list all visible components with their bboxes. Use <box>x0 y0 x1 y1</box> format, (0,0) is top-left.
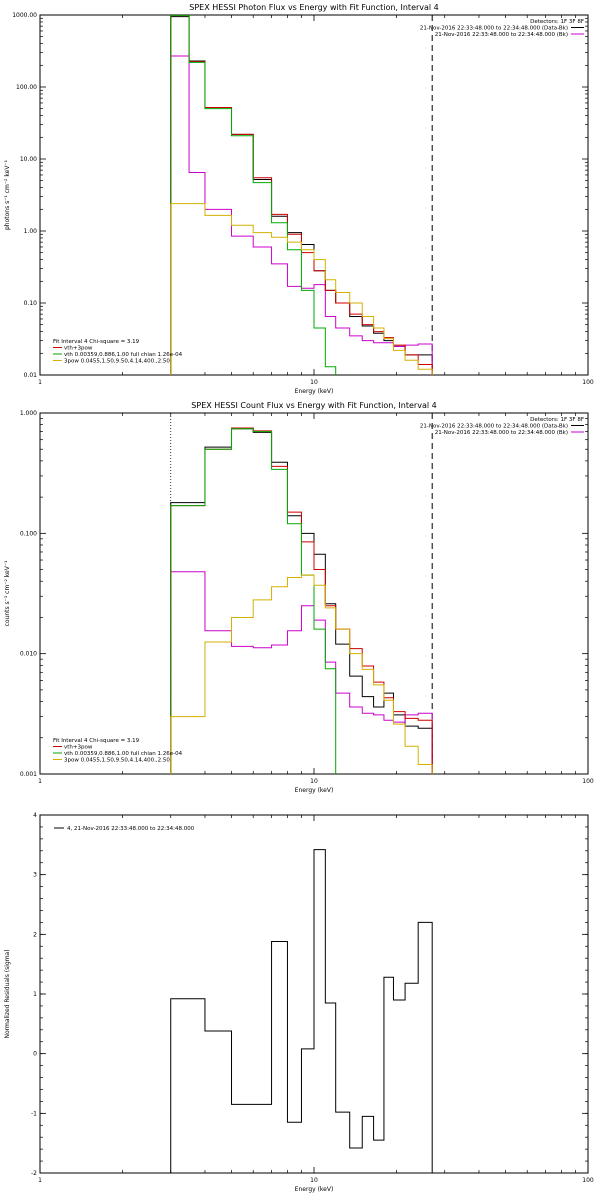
header-line: 21-Nov-2016 22:33:48.000 to 22:34:48.000… <box>435 32 568 38</box>
x-tick-label: 100 <box>582 379 594 386</box>
y-tick-label: -2 <box>31 1170 37 1177</box>
x-tick-label: 10 <box>310 379 318 386</box>
header-line: Detectors: 1F 3F 8F <box>530 19 584 25</box>
legend-entry: 3pow 0.0455,1.50,9.50,4.14,400.,2.50 <box>64 359 170 365</box>
y-tick-label: 1.000 <box>20 410 37 417</box>
series-line-3pow <box>170 574 433 774</box>
header-line: 21-Nov-2016 22:33:48.000 to 22:34:48.000… <box>420 26 568 32</box>
plot-area <box>170 15 433 375</box>
x-axis-label: Energy (keV) <box>295 388 334 395</box>
y-tick-label: 0.100 <box>20 530 37 537</box>
plot-area <box>170 849 433 1173</box>
legend-entry: vth+3pow <box>64 346 93 352</box>
y-tick-label: 1.00 <box>24 228 38 235</box>
x-tick-label: 1 <box>38 379 42 386</box>
y-tick-label: 0.10 <box>24 300 38 307</box>
photon-flux-panel: SPEX HESSI Photon Flux vs Energy with Fi… <box>4 3 594 395</box>
legend-entry: 4, 21-Nov-2016 22:33:48.000 to 22:34:48.… <box>67 826 195 832</box>
y-tick-label: 0.01 <box>24 372 38 379</box>
x-tick-label: 100 <box>582 778 594 785</box>
x-axis-label: Energy (keV) <box>295 1186 334 1193</box>
series-line-bk <box>170 571 433 774</box>
y-tick-label: 0.010 <box>20 651 37 658</box>
series-line-residuals <box>170 849 433 1173</box>
legend-entry: vth 0.00359,0.886,1.00 full chian 1.26e-… <box>64 751 183 757</box>
y-axis-label: counts s⁻¹ cm⁻² keV⁻¹ <box>4 560 11 626</box>
legend-entry: 3pow 0.0455,1.50,9.50,4.14,400.,2.50 <box>64 758 170 764</box>
series-line-vth <box>170 15 433 375</box>
plot-area <box>170 427 433 774</box>
y-tick-label: 3 <box>33 872 37 879</box>
y-tick-label: 10.00 <box>20 156 37 163</box>
y-tick-label: 2 <box>33 931 37 938</box>
header-line: Detectors: 1F 3F 8F <box>530 417 584 423</box>
y-tick-label: 1000.00 <box>12 12 37 19</box>
y-axis-label: Normalized Residuals (sigma) <box>4 949 11 1038</box>
chart-title: SPEX HESSI Count Flux vs Energy with Fit… <box>191 401 436 410</box>
count-flux-panel: SPEX HESSI Count Flux vs Energy with Fit… <box>4 401 594 794</box>
legend-entry: vth+3pow <box>64 745 93 751</box>
series-line-3pow <box>170 203 433 375</box>
y-tick-label: 100.00 <box>16 84 37 91</box>
chart-title: SPEX HESSI Photon Flux vs Energy with Fi… <box>189 3 439 12</box>
fit-interval-label: Fit Interval 4 Chi-square = 3.19 <box>53 339 140 345</box>
x-tick-label: 1 <box>38 778 42 785</box>
y-tick-label: 4 <box>33 812 37 819</box>
x-tick-label: 100 <box>582 1177 594 1184</box>
y-tick-label: 1 <box>33 991 37 998</box>
y-tick-label: 0 <box>33 1051 37 1058</box>
header-line: 21-Nov-2016 22:33:48.000 to 22:34:48.000… <box>420 424 568 430</box>
legend-entry: vth 0.00359,0.886,1.00 full chian 1.26e-… <box>64 352 183 358</box>
header-line: 21-Nov-2016 22:33:48.000 to 22:34:48.000… <box>435 430 568 436</box>
x-tick-label: 10 <box>310 1177 318 1184</box>
series-line-vth-3pow <box>170 427 433 774</box>
x-tick-label: 10 <box>310 778 318 785</box>
y-tick-label: -1 <box>31 1110 37 1117</box>
x-tick-label: 1 <box>38 1177 42 1184</box>
fit-interval-label: Fit Interval 4 Chi-square = 3.19 <box>53 738 140 744</box>
x-axis-label: Energy (keV) <box>295 787 334 794</box>
y-axis-label: photons s⁻¹ cm⁻² keV⁻¹ <box>4 159 11 230</box>
y-tick-label: 0.001 <box>20 771 37 778</box>
residuals-panel: Energy (keV) Normalized Residuals (sigma)… <box>4 812 594 1193</box>
